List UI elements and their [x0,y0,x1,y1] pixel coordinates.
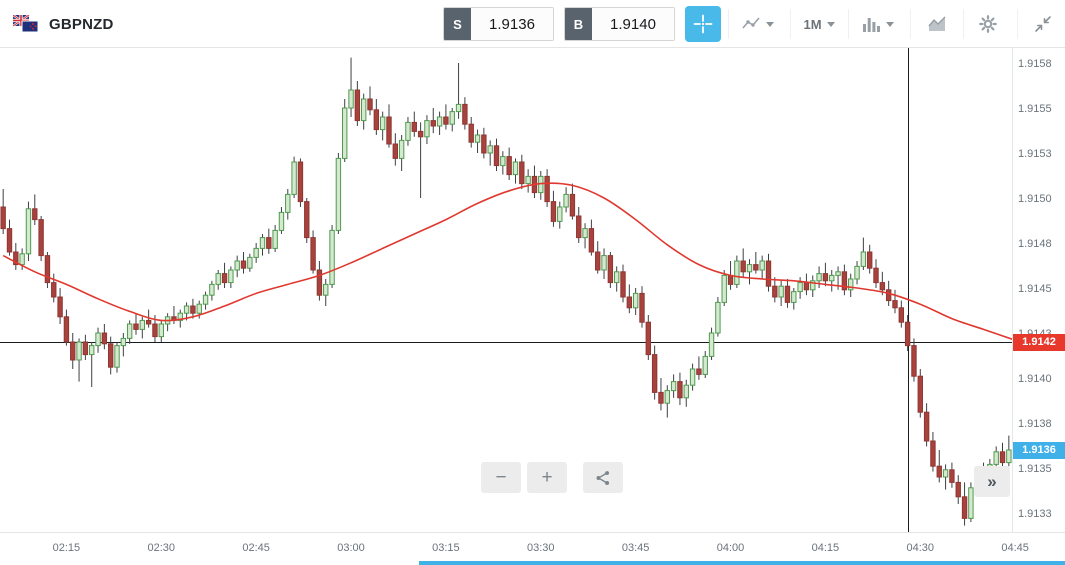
toolbar-divider [963,9,964,39]
time-axis-label: 04:30 [907,542,935,554]
moving-average-line [2,182,1012,340]
chevron-down-icon [885,21,894,27]
chevron-down-icon [826,21,835,27]
instrument-symbol: GBPNZD [49,15,114,33]
time-axis-label: 03:30 [527,542,555,554]
time-axis-label: 02:15 [53,542,81,554]
time-axis-label: 03:15 [432,542,460,554]
toolbar-divider [1017,9,1018,39]
timeframe-button[interactable]: 1M [795,6,843,42]
crosshair-tool-button[interactable] [685,6,721,42]
price-axis-label: 1.9155 [1018,103,1052,115]
histogram-indicator-icon [862,18,880,32]
last-price-badge: 1.9136 [1013,441,1065,459]
timeframe-label: 1M [803,16,822,32]
collapse-chart-button[interactable] [1024,6,1062,42]
share-button[interactable] [583,462,623,493]
sell-button[interactable]: S 1.9136 [443,7,554,41]
price-axis-label: 1.9145 [1018,283,1052,295]
sell-price: 1.9136 [471,8,553,40]
price-axis-label: 1.9153 [1018,148,1052,160]
time-axis-label: 02:45 [242,542,270,554]
toolbar-divider [848,9,849,39]
collapse-icon [1035,16,1051,32]
price-axis-label: 1.9135 [1018,463,1052,475]
time-axis-label: 03:45 [622,542,650,554]
sell-letter: S [444,8,471,40]
zoom-in-button[interactable]: + [527,462,567,493]
reference-price-badge: 1.9142 [1013,333,1065,351]
price-axis-label: 1.9158 [1018,58,1052,70]
price-axis-label: 1.9140 [1018,373,1052,385]
time-axis-label: 04:00 [717,542,745,554]
chevron-down-icon [765,21,774,27]
price-axis-label: 1.9138 [1018,418,1052,430]
time-axis-label: 04:15 [812,542,840,554]
price-axis-label: 1.9133 [1018,508,1052,520]
chart-type-button[interactable] [734,6,780,42]
time-axis-label: 02:30 [148,542,176,554]
gbpnzd-flag-icon [12,14,39,33]
crosshair-icon [693,14,713,34]
time-axis-label: 04:45 [1001,542,1029,554]
price-axis-label: 1.9148 [1018,238,1052,250]
deal-ticket: S 1.9136 B 1.9140 [443,7,675,41]
indicators-button[interactable] [853,6,901,42]
toolbar-divider [728,9,729,39]
buy-button[interactable]: B 1.9140 [564,7,675,41]
buy-letter: B [565,8,592,40]
share-icon [596,470,610,485]
fast-forward-button[interactable]: » [974,466,1010,497]
zoom-out-button[interactable]: − [481,462,521,493]
gear-icon [979,15,997,33]
buy-price: 1.9140 [592,8,674,40]
chart-toolbar: GBPNZD S 1.9136 B 1.9140 [0,0,1065,48]
time-axis-label: 03:00 [337,542,365,554]
line-chart-icon [741,17,760,29]
horizontal-scrollbar[interactable] [419,561,1065,565]
settings-button[interactable] [969,6,1007,42]
price-axis-label: 1.9150 [1018,193,1052,205]
zoom-controls: − + [481,462,623,493]
area-chart-icon [928,16,946,31]
candles-layer [0,57,1012,526]
area-chart-button[interactable] [918,6,956,42]
toolbar-divider [910,9,911,39]
toolbar-divider [790,9,791,39]
